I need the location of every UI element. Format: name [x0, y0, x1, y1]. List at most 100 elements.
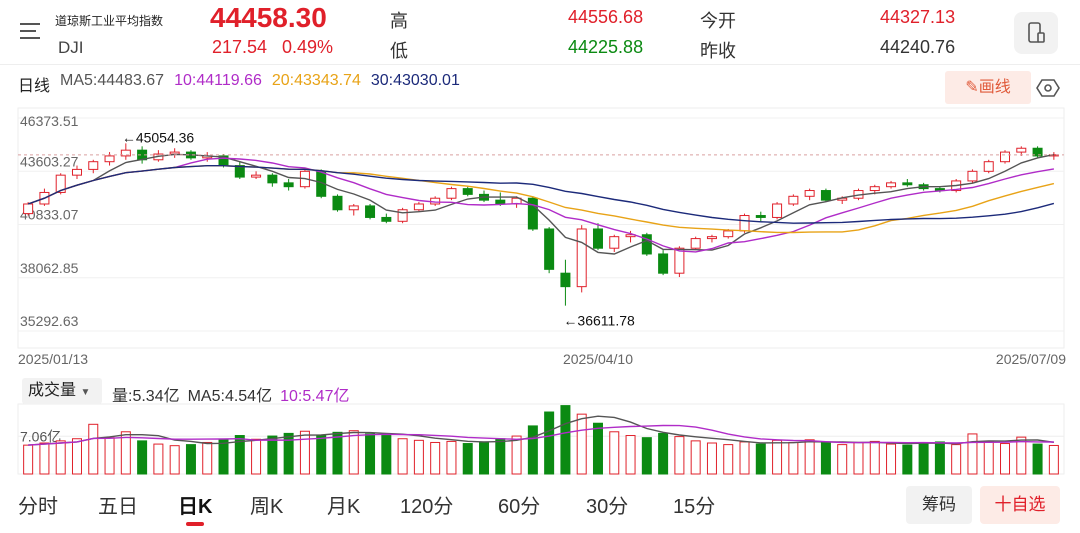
period-tab[interactable]: 30分: [586, 496, 629, 518]
change-pct: 0.49%: [282, 37, 334, 57]
volume-bar: [544, 411, 555, 475]
ma-item: MA5:44483.67: [60, 72, 165, 89]
ma-item: 20:43343.74: [271, 72, 361, 89]
volume-bar: [706, 442, 717, 475]
candle-body: [462, 188, 473, 195]
change: 217.54: [212, 37, 268, 57]
volume-bar: [234, 435, 245, 475]
draw-button[interactable]: ✎画线: [945, 71, 1031, 104]
volume-bar: [804, 439, 815, 475]
volume-bar: [918, 442, 929, 475]
volume-ma-line: [28, 415, 1054, 446]
volume-bar: [479, 441, 490, 475]
low-annotation: ←36611.78: [563, 313, 635, 329]
period-tab[interactable]: 五日: [98, 496, 138, 518]
candle-body: [788, 195, 799, 205]
x-tick-label: 2025/07/09: [996, 351, 1066, 367]
candle-body: [755, 215, 766, 218]
ma-line: [27, 165, 1055, 224]
volume-bar: [1032, 443, 1043, 475]
candle-body: [902, 182, 913, 186]
volume-bar: [137, 440, 148, 475]
volume-bar: [397, 438, 408, 475]
volume-bar: [690, 440, 701, 475]
volume-bar: [951, 444, 962, 475]
y-tick-label: 35292.63: [20, 313, 79, 329]
volume-bar: [299, 430, 310, 475]
watch-button[interactable]: 十自选: [980, 486, 1060, 524]
settings-icon[interactable]: [1036, 76, 1060, 100]
volume-bar: [723, 444, 734, 475]
period-tab[interactable]: 15分: [673, 496, 716, 518]
candle-body: [641, 234, 652, 255]
volume-bar: [88, 423, 99, 475]
volume-bar: [853, 441, 864, 475]
volume-bar: [267, 435, 278, 475]
volume-bar: [104, 437, 115, 475]
period-tab[interactable]: 月K: [327, 496, 361, 518]
volume-title: 成交量: [28, 382, 77, 399]
ma-legend: MA5:44483.67 10:44119.66 20:43343.74 30:430…: [60, 72, 470, 90]
candle-body: [495, 199, 506, 205]
volume-bar: [772, 439, 783, 475]
index-code: DJI: [58, 38, 84, 57]
candle-body: [251, 174, 262, 178]
menu-icon[interactable]: [18, 20, 44, 42]
period-tab[interactable]: 日K: [178, 496, 213, 518]
ma-title: 日线: [18, 78, 51, 95]
panel-frame: [17, 107, 1065, 349]
volume-bar: [446, 440, 457, 475]
volume-bar: [527, 425, 538, 475]
volume-bar: [576, 413, 587, 475]
period-tab[interactable]: 120分: [400, 496, 454, 518]
period-tab[interactable]: 分时: [18, 496, 58, 518]
ma-item: 10:44119.66: [174, 72, 262, 89]
volume-bar: [348, 430, 359, 475]
y-tick-label: 46373.51: [20, 113, 79, 129]
volume-bar: [365, 433, 376, 475]
volume-bar: [658, 432, 669, 475]
ma-line: [27, 157, 1055, 253]
candle-body: [446, 188, 457, 199]
candle-body: [820, 190, 831, 201]
volume-bar: [218, 439, 229, 475]
volume-frame: [17, 403, 1065, 475]
ma-line: [27, 153, 1055, 255]
volume-bar: [625, 435, 636, 475]
volume-bar: [55, 440, 66, 475]
volume-selector[interactable]: 成交量 ▼: [22, 378, 102, 404]
volume-bar: [153, 443, 164, 475]
volume-bar: [71, 438, 82, 475]
price: 44458.30: [210, 2, 327, 33]
volume-bar: [902, 444, 913, 475]
period-tab[interactable]: 周K: [250, 496, 284, 518]
period-tab[interactable]: 60分: [498, 496, 541, 518]
candle-body: [88, 161, 99, 170]
volume-bar: [23, 444, 34, 475]
candle-body: [1000, 151, 1011, 163]
tab-underline: [186, 522, 204, 526]
candle-body: [772, 203, 783, 218]
candle-body: [576, 228, 587, 288]
volume-bar: [495, 438, 506, 475]
chips-button[interactable]: 筹码: [906, 486, 972, 524]
divider: [0, 64, 1080, 65]
candle-body: [869, 186, 880, 192]
candle-body: [544, 228, 555, 270]
candle-body: [120, 149, 131, 157]
chart: 46373.51 43603.27 40833.07 38062.85 35292.63…: [17, 107, 1066, 475]
candle-body: [609, 236, 620, 249]
volume-item: 量:5.34亿: [112, 388, 180, 405]
volume-bar: [1016, 436, 1027, 475]
volume-tick-label: 7.06亿: [20, 428, 61, 444]
volume-bar: [820, 442, 831, 475]
open-label: 今开: [700, 11, 736, 31]
candle-body: [690, 238, 701, 249]
candle-body: [723, 230, 734, 238]
volume-bar: [316, 434, 327, 475]
high-label: 高: [390, 11, 408, 31]
volume-bar: [185, 444, 196, 475]
device-button[interactable]: [1014, 12, 1058, 54]
candle-body: [71, 168, 82, 176]
